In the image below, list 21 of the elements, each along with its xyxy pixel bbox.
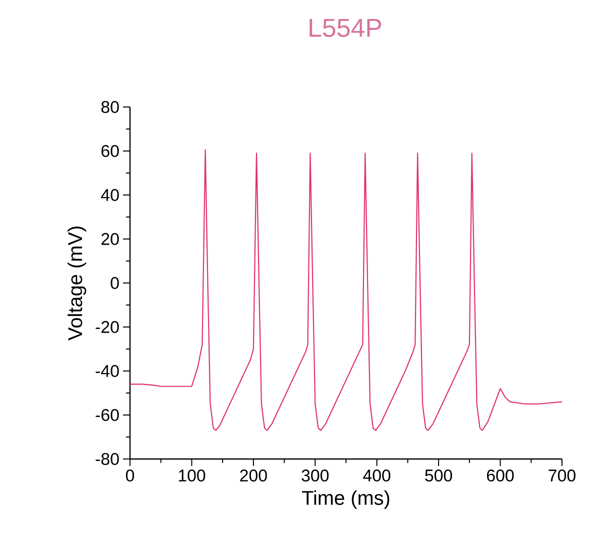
- chart-title: L554P: [310, 18, 382, 38]
- y-tick-label: 80: [101, 100, 119, 113]
- y-tick-label: -40: [96, 364, 119, 377]
- x-tick-label: 500: [425, 470, 452, 482]
- y-tick-label: -20: [96, 320, 119, 333]
- x-tick-label: 200: [240, 470, 267, 482]
- x-tick-label: 0: [126, 470, 134, 482]
- y-tick-label: -60: [96, 408, 119, 421]
- x-tick-label: 600: [487, 470, 514, 482]
- x-tick-label: 300: [302, 470, 329, 482]
- y-tick-label: 0: [110, 276, 119, 289]
- y-tick-label: 60: [102, 144, 119, 157]
- x-tick-label: 400: [363, 470, 390, 482]
- y-tick-label: 40: [101, 188, 119, 201]
- y-axis-title: Voltage (mV): [68, 226, 86, 340]
- y-tick-label: 20: [102, 232, 119, 245]
- x-tick-label: 700: [548, 470, 576, 482]
- y-tick-label: -80: [96, 452, 119, 465]
- line-series: [129, 149, 563, 431]
- x-axis-title: Time (ms): [302, 490, 390, 509]
- x-tick-label: 100: [178, 470, 206, 482]
